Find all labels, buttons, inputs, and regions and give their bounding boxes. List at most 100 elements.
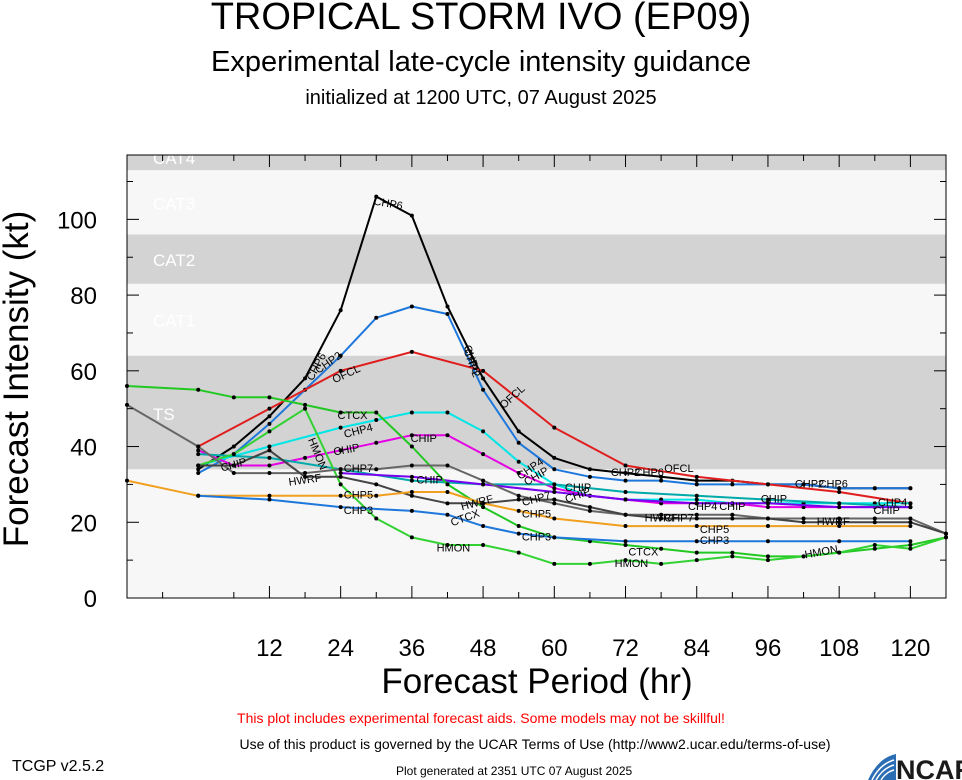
data-point [338, 505, 343, 510]
chart-title: TROPICAL STORM IVO (EP09) [210, 0, 752, 38]
category-band-cat2 [127, 234, 946, 284]
data-point [694, 497, 699, 502]
data-point [267, 471, 272, 476]
data-point [659, 478, 664, 483]
data-point [801, 520, 806, 525]
series-label-chip: CHIP [333, 442, 361, 458]
data-point [908, 539, 913, 544]
data-point [481, 376, 486, 381]
data-point [659, 546, 664, 551]
data-point [409, 489, 414, 494]
data-point [374, 194, 379, 199]
initialization-time: initialized at 1200 UTC, 07 August 2025 [305, 87, 657, 109]
data-point [552, 497, 557, 502]
data-point [908, 516, 913, 521]
x-tick-label: 24 [327, 635, 354, 662]
data-point [481, 368, 486, 373]
data-point [623, 539, 628, 544]
x-tick-label: 120 [890, 635, 930, 662]
x-tick-label: 36 [399, 635, 426, 662]
data-point [516, 524, 521, 529]
data-point [481, 501, 486, 506]
data-point [587, 467, 592, 472]
data-point [267, 455, 272, 460]
series-label-chp6: CHP6 [373, 196, 404, 213]
data-point [765, 482, 770, 487]
data-point [196, 387, 201, 392]
data-point [516, 440, 521, 445]
data-point [623, 463, 628, 468]
data-point [694, 539, 699, 544]
data-point [445, 489, 450, 494]
y-tick-label: 80 [70, 283, 97, 310]
series-label-hwrf: HWRF [645, 512, 678, 524]
data-point [338, 482, 343, 487]
data-point [552, 425, 557, 430]
series-label-chp3: CHP3 [522, 531, 551, 543]
data-point [267, 406, 272, 411]
data-point [659, 516, 664, 521]
data-point [445, 501, 450, 506]
data-point [908, 505, 913, 510]
data-point [481, 524, 486, 529]
data-point [837, 505, 842, 510]
x-tick-label: 72 [612, 635, 639, 662]
data-point [694, 474, 699, 479]
data-point [338, 471, 343, 476]
data-point [694, 493, 699, 498]
data-point [338, 410, 343, 415]
data-point [196, 463, 201, 468]
data-point [516, 429, 521, 434]
data-point [231, 395, 236, 400]
data-point [765, 505, 770, 510]
data-point [837, 501, 842, 506]
data-point [267, 497, 272, 502]
data-point [338, 448, 343, 453]
series-label-chp6: CHP6 [635, 467, 664, 479]
data-point [267, 493, 272, 498]
series-label-ctcx: CTCX [338, 410, 369, 422]
data-point [409, 433, 414, 438]
data-point [303, 406, 308, 411]
data-point [516, 493, 521, 498]
data-point [694, 482, 699, 487]
data-point [338, 425, 343, 430]
series-label-hmon: HMON [615, 558, 649, 570]
data-point [552, 482, 557, 487]
data-point [872, 516, 877, 521]
data-point [481, 452, 486, 457]
data-point [694, 558, 699, 563]
data-point [409, 463, 414, 468]
data-point [445, 312, 450, 317]
data-point [623, 558, 628, 563]
series-label-hmon: HMON [804, 544, 839, 562]
data-point [267, 395, 272, 400]
series-label-chp5: CHP5 [522, 509, 551, 521]
data-point [445, 304, 450, 309]
series-label-chip: CHIP [417, 475, 443, 487]
series-label-chip: CHIP [761, 493, 787, 505]
data-point [623, 524, 628, 529]
data-point [516, 459, 521, 464]
data-point [694, 478, 699, 483]
data-point [623, 489, 628, 494]
data-point [908, 524, 913, 529]
data-point [694, 524, 699, 529]
data-point [481, 478, 486, 483]
data-point [872, 542, 877, 547]
data-point [445, 410, 450, 415]
data-point [587, 508, 592, 513]
series-label-chp4: CHP4 [878, 497, 907, 509]
data-point [445, 512, 450, 517]
data-point [765, 497, 770, 502]
data-point [730, 516, 735, 521]
data-point [196, 444, 201, 449]
x-tick-label: 108 [819, 635, 859, 662]
x-tick-label: 60 [541, 635, 568, 662]
data-point [623, 471, 628, 476]
data-point [765, 501, 770, 506]
data-point [196, 467, 201, 472]
data-point [837, 486, 842, 491]
data-point [623, 478, 628, 483]
x-tick-label: 48 [470, 635, 497, 662]
